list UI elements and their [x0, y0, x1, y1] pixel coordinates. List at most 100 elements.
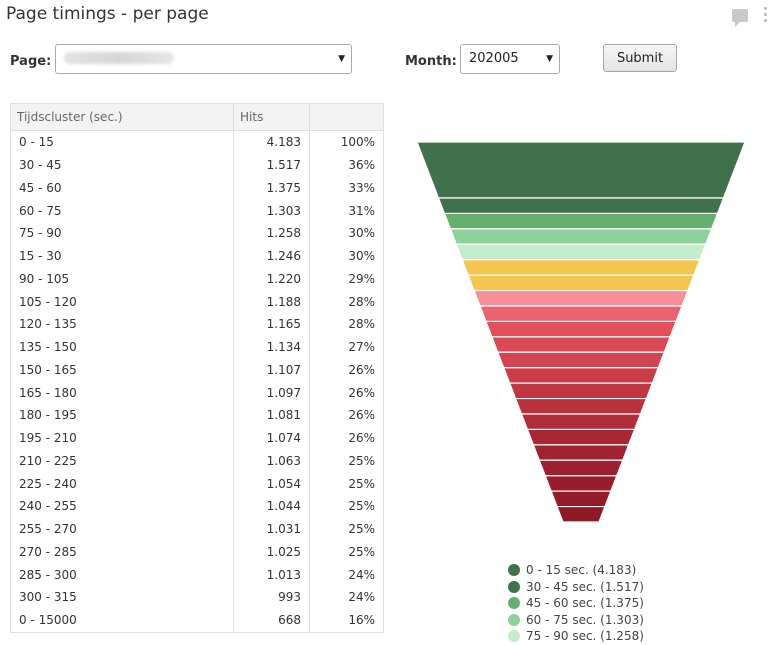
funnel-segment[interactable] — [538, 459, 624, 477]
row-hits-cell: 668 — [233, 608, 310, 633]
table-row: 150 - 165 1.107 26% — [10, 358, 384, 382]
row-hits-cell: 1.025 — [233, 540, 310, 564]
row-hits-cell: 1.375 — [233, 176, 310, 200]
row-cluster-cell: 135 - 150 — [10, 335, 234, 359]
table-row: 285 - 300 1.013 24% — [10, 563, 384, 586]
table-row: 60 - 75 1.303 31% — [10, 199, 384, 222]
submit-button[interactable]: Submit — [603, 44, 677, 72]
table-row: 75 - 90 1.258 30% — [10, 222, 384, 245]
legend-dot-icon — [508, 580, 520, 593]
legend-item[interactable]: 75 - 90 sec. (1.258) — [508, 628, 644, 645]
row-percent-cell: 100% — [309, 130, 384, 154]
row-cluster-cell: 180 - 195 — [10, 404, 234, 427]
row-hits-cell: 1.134 — [233, 335, 310, 359]
table-row: 255 - 270 1.031 25% — [10, 517, 384, 541]
table-row: 0 - 15000 668 16% — [10, 608, 384, 633]
funnel-segment[interactable] — [473, 289, 689, 307]
legend-label: 30 - 45 sec. (1.517) — [526, 579, 644, 594]
legend-dot-icon — [508, 613, 520, 626]
funnel-segment[interactable] — [455, 243, 707, 261]
table-row: 90 - 105 1.220 29% — [10, 267, 384, 291]
row-hits-cell: 1.107 — [233, 358, 310, 382]
table-row: 135 - 150 1.134 27% — [10, 335, 384, 359]
legend-item[interactable]: 45 - 60 sec. (1.375) — [508, 595, 644, 612]
table-header-row: Tijdscluster (sec.) Hits — [10, 103, 384, 131]
table-row: 45 - 60 1.375 33% — [10, 176, 384, 200]
row-hits-cell: 1.013 — [233, 563, 310, 586]
row-cluster-cell: 0 - 15000 — [10, 608, 234, 633]
funnel-segment[interactable] — [514, 397, 648, 415]
row-hits-cell: 1.258 — [233, 222, 310, 245]
row-percent-cell: 36% — [309, 153, 384, 177]
column-header-cluster[interactable]: Tijdscluster (sec.) — [10, 103, 234, 131]
row-percent-cell: 31% — [309, 199, 384, 222]
table-row: 270 - 285 1.025 25% — [10, 540, 384, 564]
funnel-segment[interactable] — [532, 444, 630, 461]
table-row: 195 - 210 1.074 26% — [10, 426, 384, 450]
funnel-segment[interactable] — [449, 228, 713, 245]
table-row: 180 - 195 1.081 26% — [10, 404, 384, 427]
funnel-segment[interactable] — [490, 336, 672, 353]
row-hits-cell: 1.081 — [233, 404, 310, 427]
legend-item[interactable]: 30 - 45 sec. (1.517) — [508, 579, 644, 596]
column-header-hits[interactable]: Hits — [233, 103, 310, 131]
legend-label: 75 - 90 sec. (1.258) — [526, 629, 644, 643]
row-percent-cell: 25% — [309, 472, 384, 495]
row-cluster-cell: 150 - 165 — [10, 358, 234, 382]
row-hits-cell: 1.517 — [233, 153, 310, 177]
page-title: Page timings - per page — [6, 4, 209, 24]
table-row: 225 - 240 1.054 25% — [10, 472, 384, 495]
legend-label: 0 - 15 sec. (4.183) — [526, 563, 637, 577]
row-hits-cell: 4.183 — [233, 130, 310, 154]
page-select[interactable]: ▼ — [55, 44, 352, 74]
row-cluster-cell: 120 - 135 — [10, 313, 234, 336]
funnel-segment[interactable] — [485, 320, 677, 338]
more-options-icon[interactable] — [764, 7, 768, 25]
table-row: 240 - 255 1.044 25% — [10, 495, 384, 518]
funnel-segment[interactable] — [526, 428, 636, 446]
table-row: 0 - 15 4.183 100% — [10, 130, 384, 154]
funnel-segment[interactable] — [479, 305, 683, 323]
row-percent-cell: 24% — [309, 586, 384, 609]
month-select[interactable]: 202005 ▼ — [460, 44, 560, 74]
funnel-segment[interactable] — [443, 212, 719, 230]
funnel-segment[interactable] — [544, 475, 618, 492]
funnel-chart — [416, 141, 746, 523]
funnel-segment[interactable] — [556, 505, 606, 523]
row-hits-cell: 1.188 — [233, 290, 310, 313]
row-cluster-cell: 255 - 270 — [10, 517, 234, 541]
legend-item[interactable]: 0 - 15 sec. (4.183) — [508, 562, 644, 579]
row-percent-cell: 33% — [309, 176, 384, 200]
funnel-segment[interactable] — [437, 197, 725, 215]
funnel-segment[interactable] — [520, 413, 642, 431]
legend-label: 60 - 75 sec. (1.303) — [526, 612, 644, 627]
legend-dot-icon — [508, 630, 520, 642]
funnel-segment[interactable] — [550, 490, 612, 508]
table-row: 105 - 120 1.188 28% — [10, 290, 384, 313]
funnel-segment[interactable] — [508, 382, 654, 400]
row-hits-cell: 1.031 — [233, 517, 310, 541]
funnel-legend: 0 - 15 sec. (4.183) 30 - 45 sec. (1.517) 4… — [508, 562, 644, 645]
funnel-segment[interactable] — [416, 141, 746, 199]
funnel-segment[interactable] — [502, 367, 660, 384]
row-cluster-cell: 210 - 225 — [10, 449, 234, 473]
chevron-down-icon: ▼ — [338, 54, 345, 64]
legend-item[interactable]: 60 - 75 sec. (1.303) — [508, 612, 644, 629]
row-hits-cell: 1.074 — [233, 426, 310, 450]
funnel-segment[interactable] — [461, 259, 701, 276]
table-row: 165 - 180 1.097 26% — [10, 381, 384, 404]
row-percent-cell: 30% — [309, 244, 384, 268]
row-percent-cell: 27% — [309, 335, 384, 359]
page-select-value — [64, 52, 174, 64]
column-header-percent[interactable] — [309, 103, 384, 131]
row-hits-cell: 1.097 — [233, 381, 310, 404]
funnel-segment[interactable] — [467, 274, 695, 292]
funnel-segment[interactable] — [496, 351, 666, 369]
row-percent-cell: 24% — [309, 563, 384, 586]
row-cluster-cell: 225 - 240 — [10, 472, 234, 495]
row-cluster-cell: 270 - 285 — [10, 540, 234, 564]
chevron-down-icon: ▼ — [546, 54, 553, 64]
row-percent-cell: 26% — [309, 358, 384, 382]
row-percent-cell: 25% — [309, 517, 384, 541]
comment-icon[interactable] — [732, 9, 748, 27]
